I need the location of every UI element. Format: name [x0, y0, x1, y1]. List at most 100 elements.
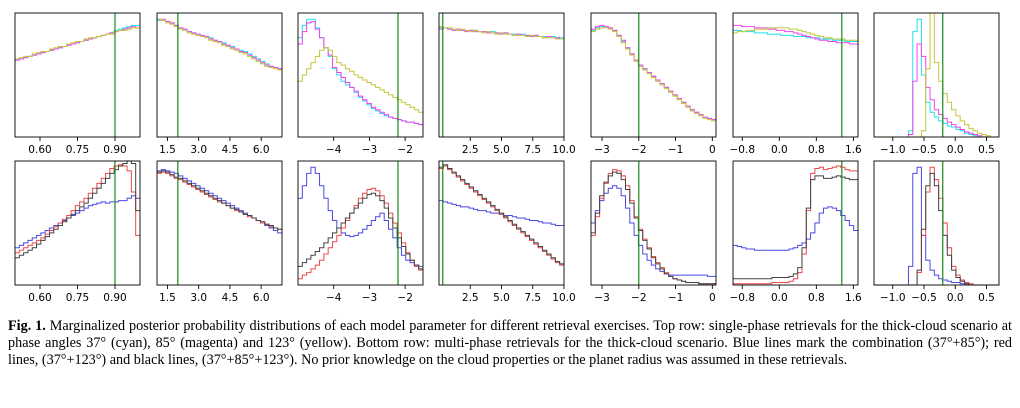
x-tick-label: 3.0	[190, 292, 207, 304]
x-tick-label: 0.8	[808, 292, 825, 304]
x-tick-label: −2	[631, 144, 646, 156]
panel-top-4: 2.5 5.0 7.5 10.0	[438, 12, 576, 156]
x-tick-label: 0.0	[771, 292, 788, 304]
posterior-figure: 0.60 0.75 0.90 1.5 3.0 4.5 6.0 −4 −3 −2 2.5 5.0 7.5 1…	[14, 12, 1000, 304]
x-tick-label: 10.0	[552, 292, 575, 304]
panel-bottom-3: −4 −3 −2	[297, 160, 424, 304]
series-cyan	[298, 18, 423, 126]
series-blue	[591, 185, 716, 277]
series-red	[15, 164, 140, 254]
x-tick-label: −1	[668, 292, 683, 304]
x-tick-label: 0.0	[771, 144, 788, 156]
x-tick-label: 10.0	[552, 144, 575, 156]
plot-frame	[14, 160, 141, 286]
series-blue	[15, 195, 140, 249]
series-red	[298, 187, 423, 280]
x-tick-label: −3	[362, 292, 377, 304]
x-tick-label: −1.0	[880, 292, 906, 304]
plot-frame	[297, 160, 424, 286]
x-tick-label: 0	[709, 144, 716, 156]
x-tick-label: −0.8	[730, 144, 756, 156]
series-magenta	[591, 24, 716, 121]
x-tick-label: 4.5	[222, 144, 239, 156]
plot-frame	[438, 12, 565, 138]
series-blue	[733, 206, 858, 251]
x-tick-label: 0.60	[28, 292, 51, 304]
plot-frame	[873, 12, 1000, 138]
panel-top-2: 1.5 3.0 4.5 6.0	[156, 12, 283, 156]
series-magenta	[15, 26, 140, 61]
panel-bottom-5: −3 −2 −1 0	[590, 160, 717, 304]
caption-text: Marginalized posterior probability distr…	[8, 318, 1012, 368]
x-tick-label: 0.8	[808, 144, 825, 156]
series-black	[15, 160, 140, 259]
series-yellow	[439, 26, 564, 40]
x-tick-label: 1.6	[845, 292, 862, 304]
x-tick-label: 5.0	[493, 144, 510, 156]
plot-frame	[732, 160, 859, 286]
x-tick-label: 7.5	[524, 144, 541, 156]
panel-bottom-7: −1.0 −0.5 0.0 0.5	[873, 160, 1000, 304]
series-yellow	[591, 27, 716, 122]
x-tick-label: 6.0	[253, 292, 270, 304]
series-cyan	[874, 18, 999, 138]
series-cyan	[591, 26, 716, 121]
series-magenta	[733, 24, 858, 45]
series-yellow	[733, 27, 858, 41]
x-tick-label: 0	[709, 292, 716, 304]
series-blue	[874, 166, 999, 286]
x-tick-label: −1	[668, 144, 683, 156]
panel-bottom-6: −0.8 0.0 0.8 1.6	[730, 160, 862, 304]
series-black	[298, 192, 423, 270]
panel-top-5: −3 −2 −1 0	[590, 12, 717, 156]
x-tick-label: −4	[326, 144, 342, 156]
x-tick-label: −0.5	[911, 144, 937, 156]
x-tick-label: −2	[631, 292, 646, 304]
x-tick-label: 1.6	[845, 144, 862, 156]
series-black	[439, 164, 564, 265]
x-tick-label: 2.5	[462, 292, 479, 304]
series-yellow	[15, 27, 140, 60]
plot-frame	[156, 12, 283, 138]
x-tick-label: −1.0	[880, 144, 906, 156]
series-blue	[298, 166, 423, 267]
x-tick-label: −3	[594, 144, 609, 156]
x-tick-label: 1.5	[159, 292, 176, 304]
x-tick-label: 6.0	[253, 144, 270, 156]
x-tick-label: 2.5	[462, 144, 479, 156]
panel-top-1: 0.60 0.75 0.90	[14, 12, 141, 156]
series-red	[733, 165, 858, 285]
x-tick-label: −3	[594, 292, 609, 304]
caption-label: Fig. 1.	[8, 318, 46, 334]
series-yellow	[874, 12, 999, 138]
x-tick-label: 0.60	[28, 144, 51, 156]
series-black	[874, 172, 999, 286]
plot-frame	[297, 12, 424, 138]
panel-top-6: −0.8 0.0 0.8 1.6	[730, 12, 862, 156]
series-yellow	[157, 18, 282, 71]
plot-frame	[590, 160, 717, 286]
plot-frame	[14, 12, 141, 138]
panel-bottom-4: 2.5 5.0 7.5 10.0	[438, 160, 576, 304]
plot-frame	[156, 160, 283, 286]
x-tick-label: 0.0	[947, 144, 964, 156]
plot-frame	[732, 12, 859, 138]
x-tick-label: 1.5	[159, 144, 176, 156]
x-tick-label: 0.75	[66, 292, 89, 304]
series-magenta	[298, 21, 423, 126]
series-magenta	[874, 43, 999, 138]
x-tick-label: 0.5	[978, 292, 995, 304]
figure-caption: Fig. 1. Marginalized posterior probabili…	[8, 318, 1012, 369]
series-black	[157, 170, 282, 230]
x-tick-label: 5.0	[493, 292, 510, 304]
x-tick-label: 0.75	[66, 144, 89, 156]
x-tick-label: −2	[397, 144, 412, 156]
series-black	[733, 175, 858, 280]
x-tick-label: −2	[397, 292, 412, 304]
panel-bottom-1: 0.60 0.75 0.90	[14, 160, 141, 304]
x-tick-label: 4.5	[222, 292, 239, 304]
panel-top-3: −4 −3 −2	[297, 12, 424, 156]
plot-frame	[873, 160, 1000, 286]
x-tick-label: −4	[326, 292, 342, 304]
x-tick-label: 0.90	[103, 144, 126, 156]
